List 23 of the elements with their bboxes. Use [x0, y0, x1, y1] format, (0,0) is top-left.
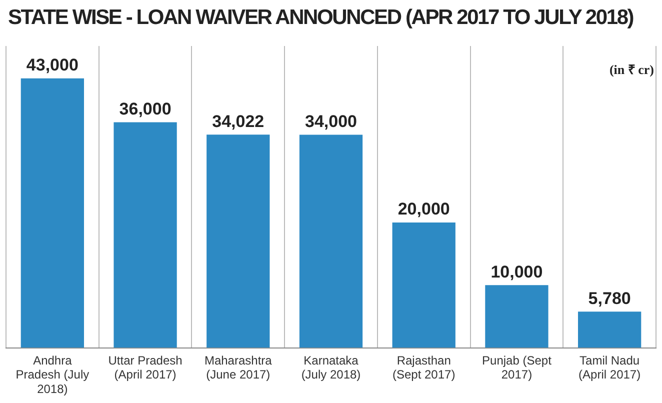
data-label: 36,000: [119, 99, 172, 118]
data-label: 10,000: [490, 262, 543, 282]
bar: [114, 122, 177, 348]
bar: [206, 134, 270, 348]
bar: [392, 222, 456, 348]
data-label: 20,000: [398, 200, 450, 219]
bar: [20, 78, 84, 348]
data-label: 5,780: [588, 288, 631, 308]
data-label: 34,000: [305, 112, 357, 131]
bar: [485, 285, 548, 348]
x-tick-label: Rajasthan (Sept 2017): [392, 353, 456, 382]
chart-title: STATE WISE - LOAN WAIVER ANNOUNCED (APR 2017 TO JULY 2018): [8, 6, 634, 30]
x-tick-label: Uttar Pradesh (April 2017): [108, 353, 182, 382]
x-tick-label: Maharashtra (June 2017): [204, 353, 272, 382]
data-label: 34,022: [212, 112, 264, 131]
data-label: 43,000: [26, 56, 78, 75]
x-tick-label: Karnataka (July 2018): [301, 353, 361, 382]
x-tick-label: Tamil Nadu (April 2017): [578, 353, 641, 382]
text: (in ₹ cr): [609, 61, 654, 78]
x-tick-label: Punjab (Sept 2017): [482, 353, 552, 382]
bar: [578, 312, 642, 348]
x-tick-label: Andhra Pradesh (July 2018): [16, 353, 90, 396]
bar: [299, 134, 363, 348]
